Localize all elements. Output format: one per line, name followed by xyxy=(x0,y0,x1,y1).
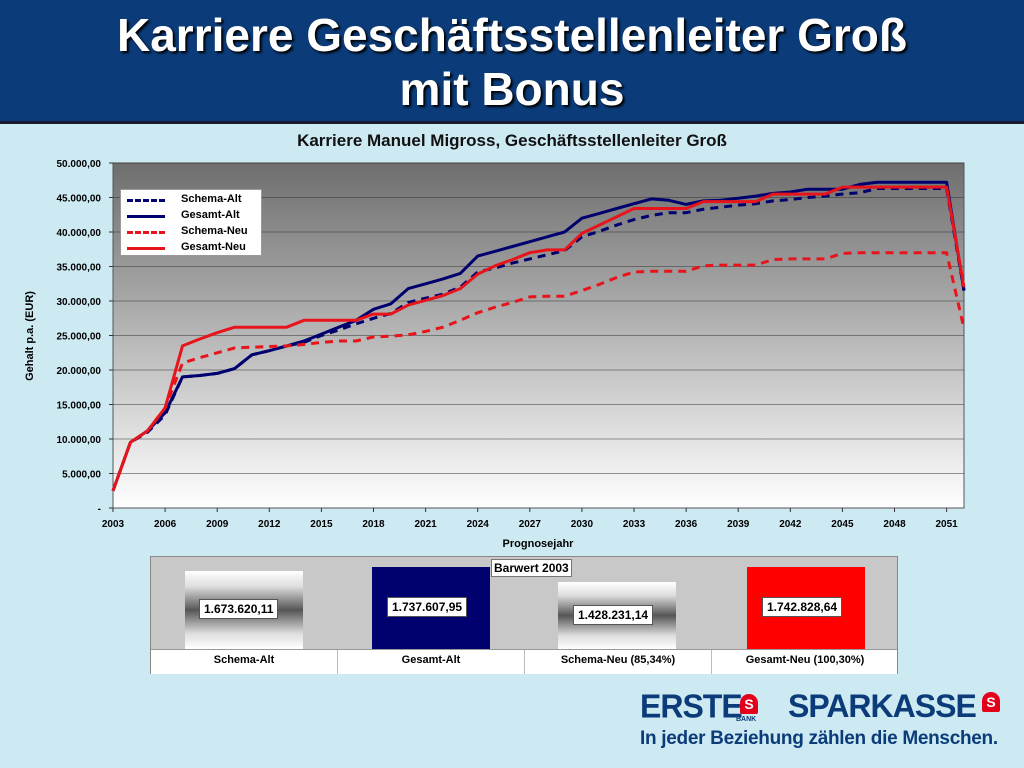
y-tick-label: 35.000,00 xyxy=(57,263,102,274)
x-tick-label: 2024 xyxy=(467,519,490,530)
barwert-panel: Barwert 2003 1.673.620,11 1.737.607,95 1… xyxy=(150,556,898,674)
bar-value-label: 1.673.620,11 xyxy=(199,599,279,619)
slide-header: Karriere Geschäftsstellenleiter Groß mit… xyxy=(0,0,1024,124)
y-tick-label: 45.000,00 xyxy=(57,194,102,205)
legend-label: Schema-Alt xyxy=(181,193,242,205)
category-label: Gesamt-Alt xyxy=(401,654,461,666)
logo-erste-text: ERSTE xyxy=(640,687,743,725)
series-line-gesamt-alt xyxy=(111,180,966,492)
logo-sparkasse-text: SPARKASSE xyxy=(788,688,977,724)
y-tick-label: 15.000,00 xyxy=(57,401,102,412)
y-tick-label: - xyxy=(98,504,101,515)
y-tick-label: 50.000,00 xyxy=(57,159,102,170)
x-tick-label: 2018 xyxy=(362,519,385,530)
x-tick-label: 2048 xyxy=(883,519,906,530)
sparkasse-s-icon: S xyxy=(740,694,758,714)
x-axis-ticks: 2003 2006 2009 2012 2015 2018 2021 2024 2027 2030… xyxy=(102,508,958,530)
y-tick-label: 5.000,00 xyxy=(62,470,101,481)
series-line-gesamt-neu xyxy=(111,185,966,492)
x-tick-label: 2027 xyxy=(519,519,542,530)
category-label: Schema-Alt xyxy=(213,654,275,666)
x-tick-label: 2009 xyxy=(206,519,229,530)
legend-item-gesamt-neu: Gesamt-Neu xyxy=(125,240,261,256)
x-tick-label: 2039 xyxy=(727,519,750,530)
x-tick-label: 2036 xyxy=(675,519,698,530)
category-label: Gesamt-Neu (100,30%) xyxy=(745,654,865,666)
barwert-category-row: Schema-Alt Gesamt-Alt Schema-Neu (85,34%… xyxy=(151,649,897,674)
series-line-schema-neu xyxy=(111,251,966,492)
chart-title: Karriere Manuel Migross, Geschäftsstelle… xyxy=(297,131,727,150)
bar-value-label: 1.742.828,64 xyxy=(762,597,843,617)
legend-label: Gesamt-Alt xyxy=(181,209,240,221)
x-tick-label: 2030 xyxy=(571,519,594,530)
bar-value-label: 1.428.231,14 xyxy=(573,605,654,625)
x-tick-label: 2033 xyxy=(623,519,646,530)
legend-item-schema-alt: Schema-Alt xyxy=(125,192,261,208)
y-axis-ticks: - 5.000,00 10.000,00 15.000,00 20.000,00 25.0… xyxy=(57,159,113,515)
legend-item-gesamt-alt: Gesamt-Alt xyxy=(125,208,261,224)
x-tick-label: 2021 xyxy=(414,519,437,530)
x-tick-label: 2012 xyxy=(258,519,281,530)
bar-value-label: 1.737.607,95 xyxy=(387,597,468,617)
x-tick-label: 2006 xyxy=(154,519,177,530)
legend-label: Gesamt-Neu xyxy=(181,241,246,253)
x-tick-label: 2051 xyxy=(936,519,959,530)
x-tick-label: 2045 xyxy=(831,519,854,530)
erste-sparkasse-logo: ERSTE S BANK SPARKASSE S In jeder Bezieh… xyxy=(640,687,1010,764)
y-tick-label: 30.000,00 xyxy=(57,297,102,308)
chart-legend: Schema-Alt Gesamt-Alt Schema-Neu Gesamt-… xyxy=(120,189,262,256)
legend-label: Schema-Neu xyxy=(181,225,248,237)
x-axis-label: Prognosejahr xyxy=(503,538,575,550)
slide-title-line2: mit Bonus xyxy=(399,63,625,115)
y-axis-label: Gehalt p.a. (EUR) xyxy=(24,291,36,381)
sparkasse-s-icon: S xyxy=(982,692,1000,712)
y-tick-label: 25.000,00 xyxy=(57,332,102,343)
slogan: In jeder Beziehung zählen die Menschen. xyxy=(640,728,998,749)
legend-item-schema-neu: Schema-Neu xyxy=(125,224,261,240)
barwert-title: Barwert 2003 xyxy=(491,559,572,577)
y-tick-label: 40.000,00 xyxy=(57,228,102,239)
y-tick-label: 10.000,00 xyxy=(57,435,102,446)
x-tick-label: 2003 xyxy=(102,519,125,530)
x-tick-label: 2015 xyxy=(310,519,333,530)
series-lines xyxy=(111,180,966,492)
slide-title-line1: Karriere Geschäftsstellenleiter Groß xyxy=(117,9,907,61)
x-tick-label: 2042 xyxy=(779,519,802,530)
category-label: Schema-Neu (85,34%) xyxy=(560,654,676,666)
logo-bank-text: BANK xyxy=(736,716,757,723)
y-tick-label: 20.000,00 xyxy=(57,366,102,377)
